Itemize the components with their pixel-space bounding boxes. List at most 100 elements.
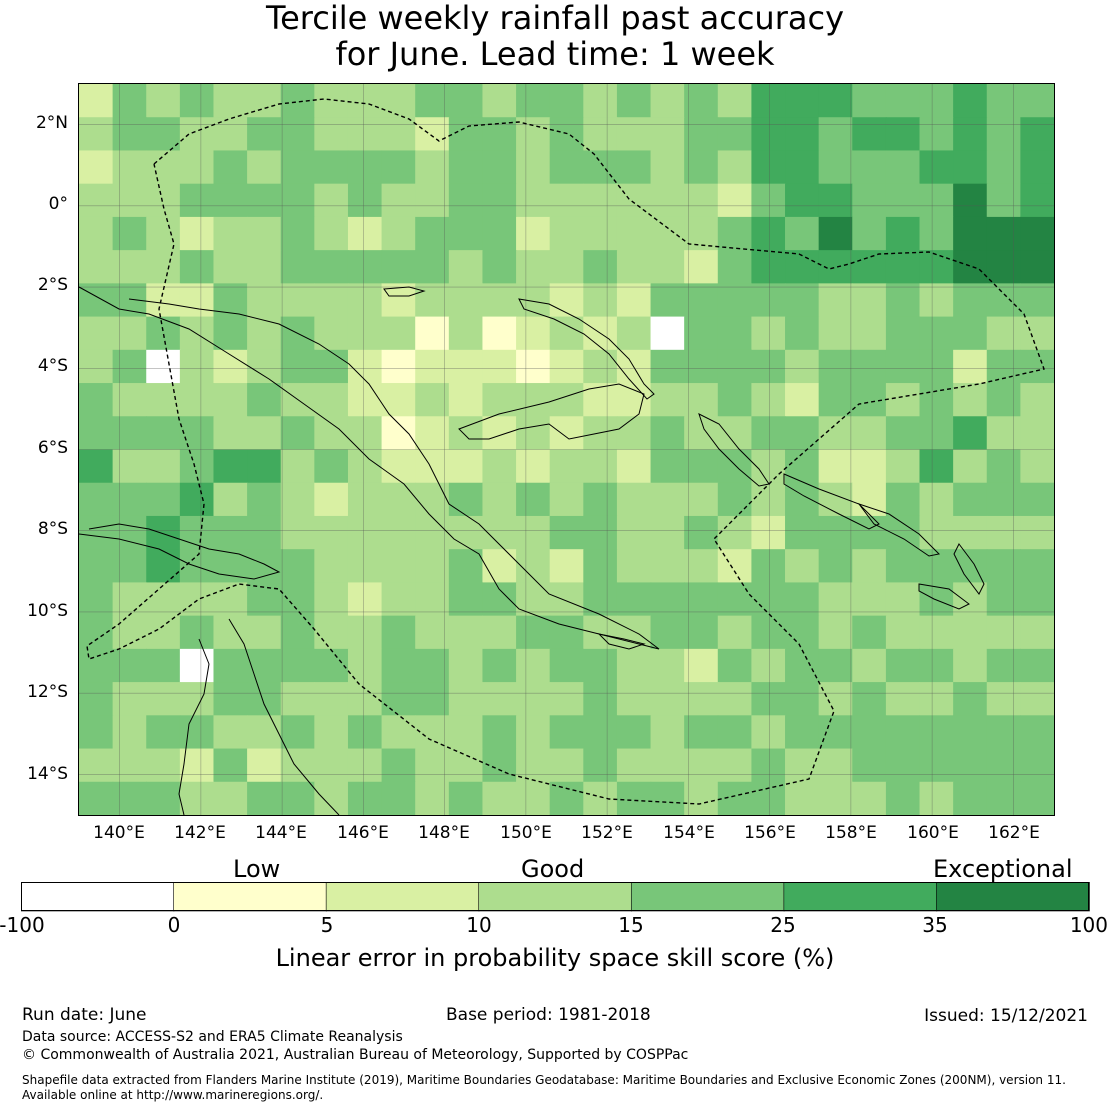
- skill-cell: [549, 84, 584, 118]
- skill-cell: [146, 316, 181, 351]
- skill-cell: [751, 748, 786, 783]
- skill-cell: [616, 582, 652, 617]
- skill-cell: [448, 748, 484, 783]
- lon-label-144e: 144°E: [255, 823, 307, 843]
- skill-cell: [684, 515, 719, 550]
- skill-cell: [482, 84, 517, 118]
- skill-cell: [482, 582, 517, 617]
- skill-cell: [751, 117, 786, 152]
- skill-cell: [1020, 283, 1055, 318]
- skill-cell: [482, 715, 517, 750]
- skill-cell: [213, 84, 248, 118]
- skill-cell: [381, 383, 416, 417]
- skill-cell: [347, 349, 383, 384]
- skill-cell: [818, 781, 853, 816]
- skill-cell: [347, 383, 383, 417]
- skill-cell: [516, 150, 551, 185]
- solomon-1: [783, 473, 880, 530]
- skill-cell: [684, 615, 719, 650]
- skill-cell: [415, 150, 450, 185]
- skill-cell: [179, 482, 215, 517]
- skill-cell: [953, 549, 988, 584]
- skill-cell: [986, 250, 1021, 284]
- skill-cell: [650, 383, 685, 417]
- skill-cell: [314, 283, 349, 318]
- skill-cell: [852, 748, 887, 783]
- skill-cell: [448, 549, 484, 584]
- skill-cell: [516, 449, 551, 484]
- skill-cell: [247, 715, 282, 750]
- skill-cell: [347, 250, 383, 284]
- skill-cell: [179, 549, 215, 584]
- skill-cell: [1020, 748, 1055, 783]
- skill-cell: [448, 715, 484, 750]
- skill-cell: [448, 250, 484, 284]
- skill-cell: [583, 349, 618, 384]
- skill-cell: [1020, 781, 1055, 816]
- skill-cell: [516, 582, 551, 617]
- skill-cell: [179, 416, 215, 451]
- skill-cell: [314, 648, 349, 683]
- skill-cell: [885, 416, 921, 451]
- skill-cell: [583, 615, 618, 650]
- skill-cell: [1020, 117, 1055, 152]
- skill-cell: [650, 449, 685, 484]
- skill-cell: [213, 515, 248, 550]
- skill-cell: [146, 150, 181, 185]
- skill-cell: [1020, 648, 1055, 683]
- skill-cell: [247, 648, 282, 683]
- skill-cell: [650, 482, 685, 517]
- skill-cell: [986, 117, 1021, 152]
- skill-cell: [415, 216, 450, 251]
- skill-cell: [986, 582, 1021, 617]
- skill-cell: [79, 549, 114, 584]
- skill-cell: [616, 183, 652, 218]
- skill-cell: [112, 748, 147, 783]
- skill-cell: [751, 648, 786, 683]
- lat-label-12s: 12°S: [27, 682, 68, 702]
- skill-cell: [448, 150, 484, 185]
- skill-cell: [986, 715, 1021, 750]
- skill-cell: [482, 283, 517, 318]
- skill-cell: [247, 449, 282, 484]
- skill-cell: [717, 183, 753, 218]
- skill-cell: [179, 250, 215, 284]
- skill-cell: [919, 449, 954, 484]
- skill-cell: [583, 84, 618, 118]
- skill-cell: [852, 615, 887, 650]
- skill-cell: [549, 449, 584, 484]
- skill-cell: [1020, 449, 1055, 484]
- skill-cell: [247, 549, 282, 584]
- skill-cell: [482, 549, 517, 584]
- skill-cell: [885, 216, 921, 251]
- skill-cell: [247, 615, 282, 650]
- skill-cell: [314, 250, 349, 284]
- skill-cell: [986, 183, 1021, 218]
- skill-cell: [482, 250, 517, 284]
- skill-cell: [516, 349, 551, 384]
- louisiade: [597, 633, 646, 650]
- skill-cell: [549, 781, 584, 816]
- skill-cell: [247, 316, 282, 351]
- skill-cell: [482, 648, 517, 683]
- skill-cell: [314, 682, 349, 716]
- skill-cell: [751, 416, 786, 451]
- skill-cell: [79, 183, 114, 218]
- skill-cell: [482, 781, 517, 816]
- skill-cell: [213, 150, 248, 185]
- skill-cell: [415, 349, 450, 384]
- skill-cell: [482, 349, 517, 384]
- skill-cell: [986, 781, 1021, 816]
- skill-cell: [785, 283, 820, 318]
- skill-cell: [650, 117, 685, 152]
- skill-cell: [650, 515, 685, 550]
- colorbar-category-good: Good: [521, 855, 585, 883]
- skill-cell: [146, 449, 181, 484]
- skill-cell: [1020, 615, 1055, 650]
- skill-cell: [314, 216, 349, 251]
- skill-map-svg: [78, 84, 1055, 816]
- skill-cell: [146, 648, 181, 683]
- skill-cell: [381, 748, 416, 783]
- skill-cell: [549, 283, 584, 318]
- colorbar-segment: [21, 882, 175, 912]
